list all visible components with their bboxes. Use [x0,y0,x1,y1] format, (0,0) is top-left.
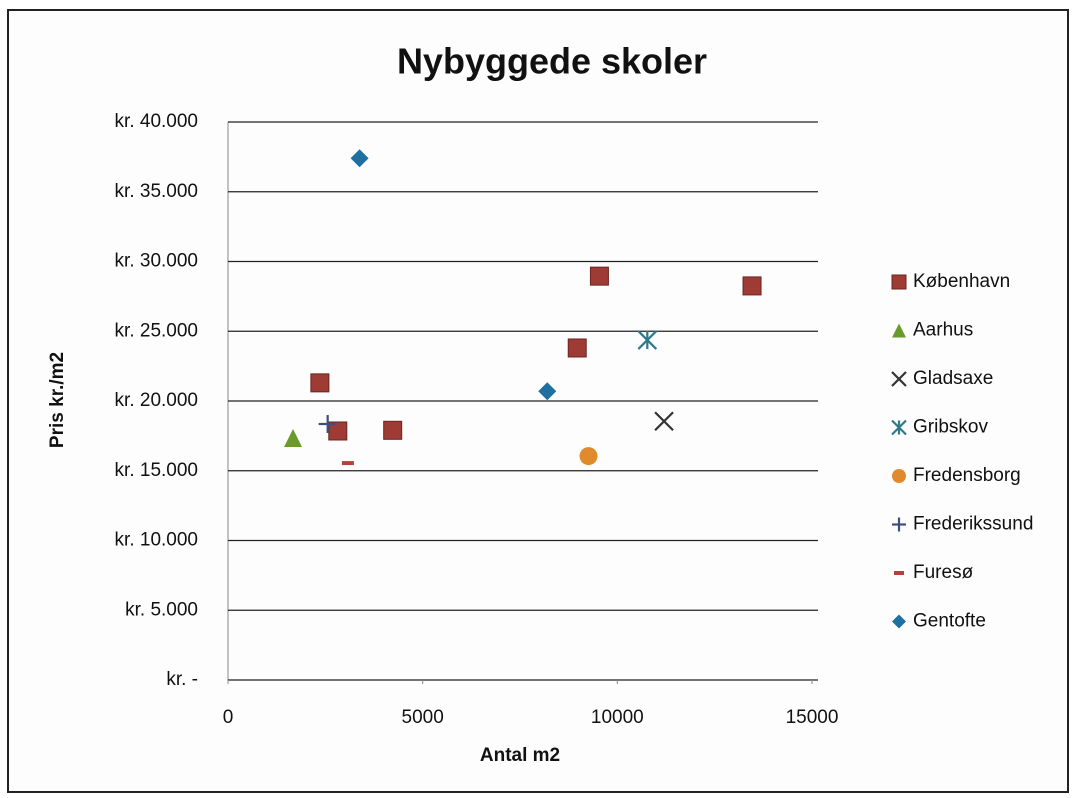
marker-triangle [892,323,906,338]
x-tick-label: 10000 [591,707,644,728]
marker-square [891,274,907,290]
y-tick-label: kr. 30.000 [115,251,198,272]
shape [341,461,354,466]
y-tick-label: kr. 15.000 [115,460,198,481]
shape [892,323,906,338]
marker-square [742,276,762,296]
marker-diamond [350,149,369,168]
shape [894,571,904,575]
shape [383,420,403,440]
y-tick-label: kr. 20.000 [115,390,198,411]
marker-plus [318,415,337,434]
stroke [654,411,674,432]
legend-label: København [913,271,1010,292]
marker-asterisk [637,330,658,350]
y-tick-label: kr. 10.000 [115,530,198,551]
y-tick-label: kr. 5.000 [125,599,198,620]
x-tick-label: 5000 [402,707,444,728]
shape [589,266,609,286]
legend-label: Aarhus [913,320,973,341]
chart-title: Nybyggede skoler [397,41,707,82]
marker-triangle [284,428,303,447]
marker-square [567,338,587,358]
marker-square [310,373,330,393]
x-axis-label: Antal m2 [480,745,560,766]
legend-label: Gentofte [913,611,986,632]
x-tick-label: 0 [223,707,234,728]
stroke [891,371,907,387]
legend-label: Gribskov [913,417,988,438]
shape [310,373,330,393]
x-tick-label: 15000 [786,707,839,728]
y-tick-label: kr. - [166,669,198,690]
marker-plus [892,517,906,532]
legend-label: Frederikssund [913,514,1033,535]
shape [328,421,348,441]
marker-square [589,266,609,286]
y-tick-label: kr. 25.000 [115,320,198,341]
legend-label: Fredensborg [913,465,1021,486]
shape [567,338,587,358]
shape [892,469,906,483]
marker-x [891,371,907,387]
marker-dash [341,461,354,466]
marker-diamond [892,614,906,629]
marker-dash [894,571,904,575]
y-tick-label: kr. 40.000 [115,111,198,132]
marker-asterisk [891,419,907,436]
marker-square [383,420,403,440]
shape [891,274,907,290]
shape [579,447,598,466]
marker-square [328,421,348,441]
marker-x [654,411,674,432]
shape [742,276,762,296]
y-tick-label: kr. 35.000 [115,181,198,202]
legend-label: Furesø [913,562,974,583]
marker-diamond [538,382,557,401]
shape [538,382,557,401]
marker-circle [579,447,598,466]
legend-label: Gladsaxe [913,368,993,389]
y-axis-label: Pris kr./m2 [47,352,68,448]
shape [284,428,303,447]
marker-circle [892,469,906,483]
shape [892,614,906,629]
shape [350,149,369,168]
